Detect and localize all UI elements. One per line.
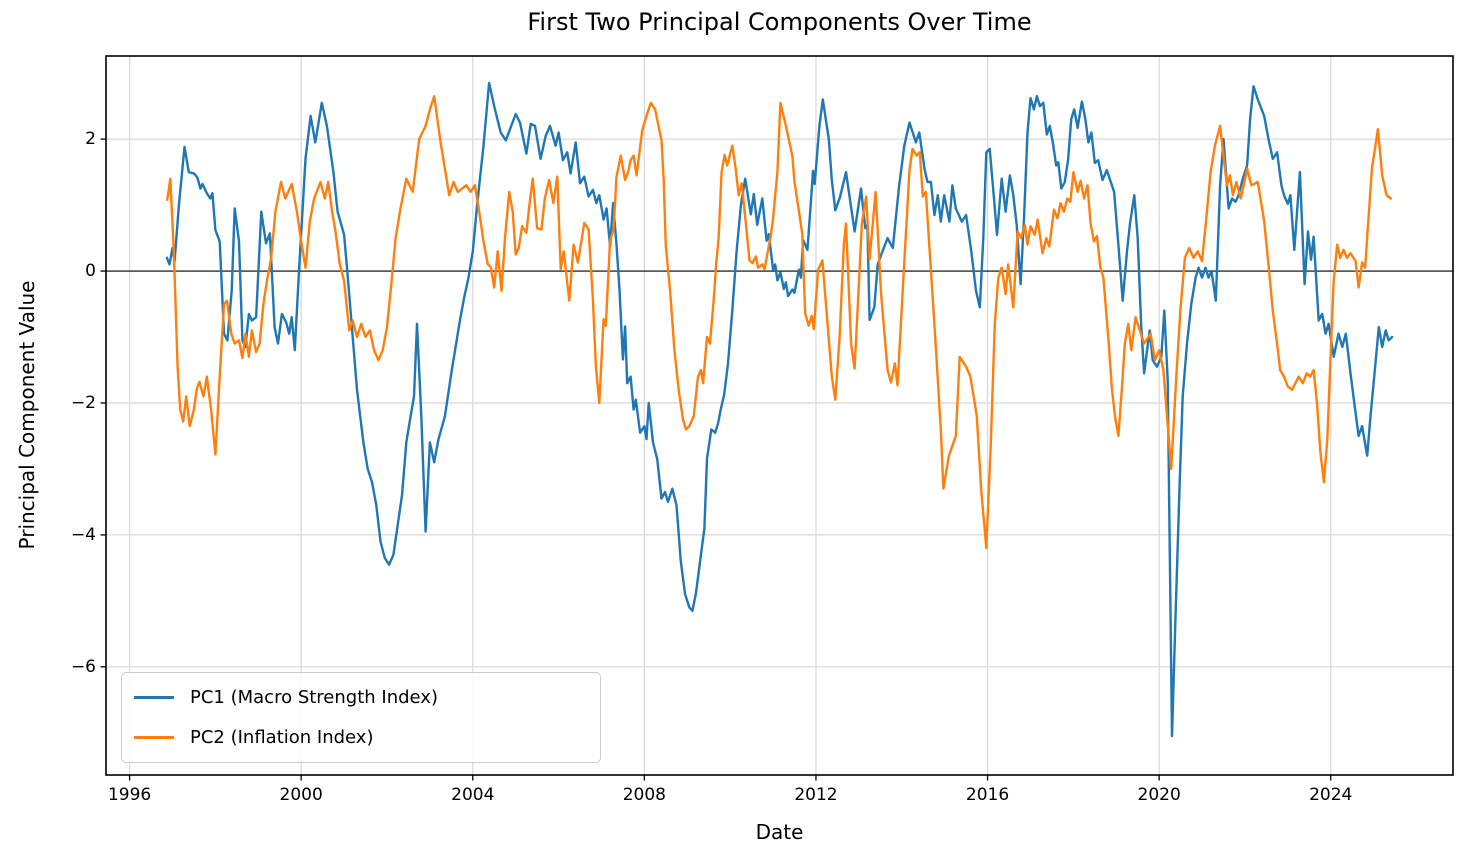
pc2-line-swatch bbox=[134, 736, 174, 740]
x-tick-label: 2008 bbox=[622, 785, 666, 805]
plot-border bbox=[105, 55, 1454, 776]
y-tick-label: −4 bbox=[70, 524, 96, 545]
y-tick-label: 0 bbox=[85, 261, 96, 282]
x-tick-label: 2024 bbox=[1309, 785, 1353, 805]
x-tick-label: 2016 bbox=[965, 785, 1010, 805]
chart-title: First Two Principal Components Over Time bbox=[527, 8, 1032, 36]
series-line-pc1 bbox=[165, 81, 1394, 738]
y-axis-label: Principal Component Value bbox=[15, 280, 39, 550]
pc1-line-swatch bbox=[134, 695, 174, 699]
legend: PC1 (Macro Strength Index) PC2 (Inflatio… bbox=[121, 672, 601, 763]
x-tick-label: 2000 bbox=[279, 785, 323, 805]
x-tick-label: 2020 bbox=[1137, 785, 1181, 805]
x-tick-label: 2012 bbox=[794, 785, 838, 805]
legend-item-pc2: PC2 (Inflation Index) bbox=[122, 727, 600, 748]
x-axis-label: Date bbox=[755, 820, 804, 844]
plot-area bbox=[100, 55, 1454, 781]
x-tick-label: 2004 bbox=[451, 785, 495, 805]
x-tick-label: 1996 bbox=[107, 785, 152, 805]
series-line-pc2 bbox=[166, 95, 1392, 550]
legend-label-pc1: PC1 (Macro Strength Index) bbox=[190, 686, 438, 708]
y-tick-label: 2 bbox=[85, 129, 96, 150]
y-tick-label: −6 bbox=[70, 656, 96, 677]
legend-label-pc2: PC2 (Inflation Index) bbox=[190, 727, 374, 749]
legend-item-pc1: PC1 (Macro Strength Index) bbox=[122, 687, 600, 708]
y-tick-label: −2 bbox=[70, 392, 96, 413]
